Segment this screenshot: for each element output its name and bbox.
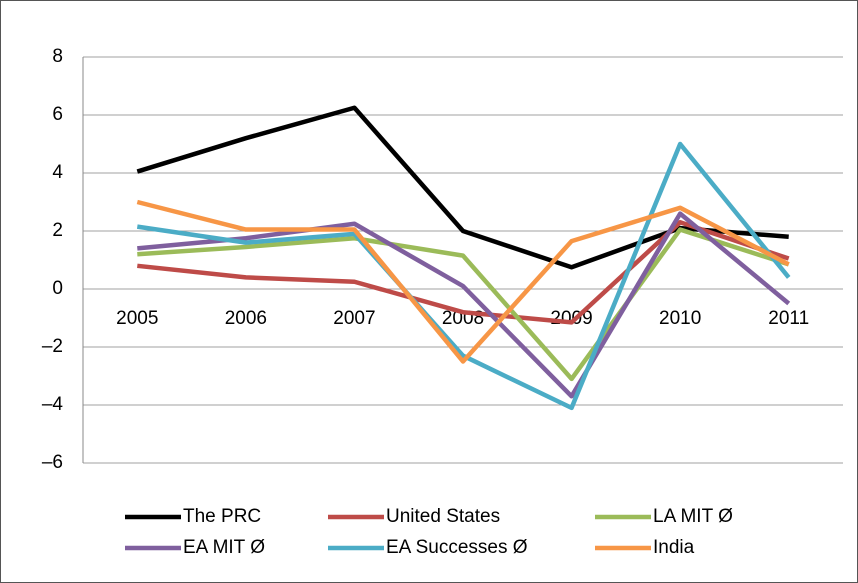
legend-label: The PRC [183, 506, 261, 527]
legend-label: EA MIT Ø [183, 537, 265, 558]
y-tick-label: 0 [52, 278, 63, 299]
x-tick-label: 2005 [116, 308, 158, 329]
y-tick-label: –2 [42, 336, 63, 357]
y-tick-label: 6 [52, 104, 63, 125]
x-tick-label: 2007 [333, 308, 375, 329]
x-tick-label: 2006 [225, 308, 267, 329]
series-line [137, 211, 791, 399]
legend-label: India [653, 537, 695, 558]
x-tick-label: 2010 [659, 308, 701, 329]
series-line [137, 227, 790, 382]
series-line [136, 141, 791, 411]
y-tick-label: –6 [42, 452, 63, 473]
series-line [136, 199, 790, 364]
y-tick-label: –4 [42, 394, 64, 415]
series-line [137, 220, 790, 325]
legend-label: EA Successes Ø [386, 537, 528, 558]
y-tick-label: 8 [52, 46, 63, 67]
legend-label: LA MIT Ø [653, 506, 733, 527]
y-tick-label: 2 [52, 220, 63, 241]
legend-label: United States [386, 506, 500, 527]
x-tick-label: 2011 [768, 308, 809, 329]
y-tick-label: 4 [52, 162, 63, 183]
